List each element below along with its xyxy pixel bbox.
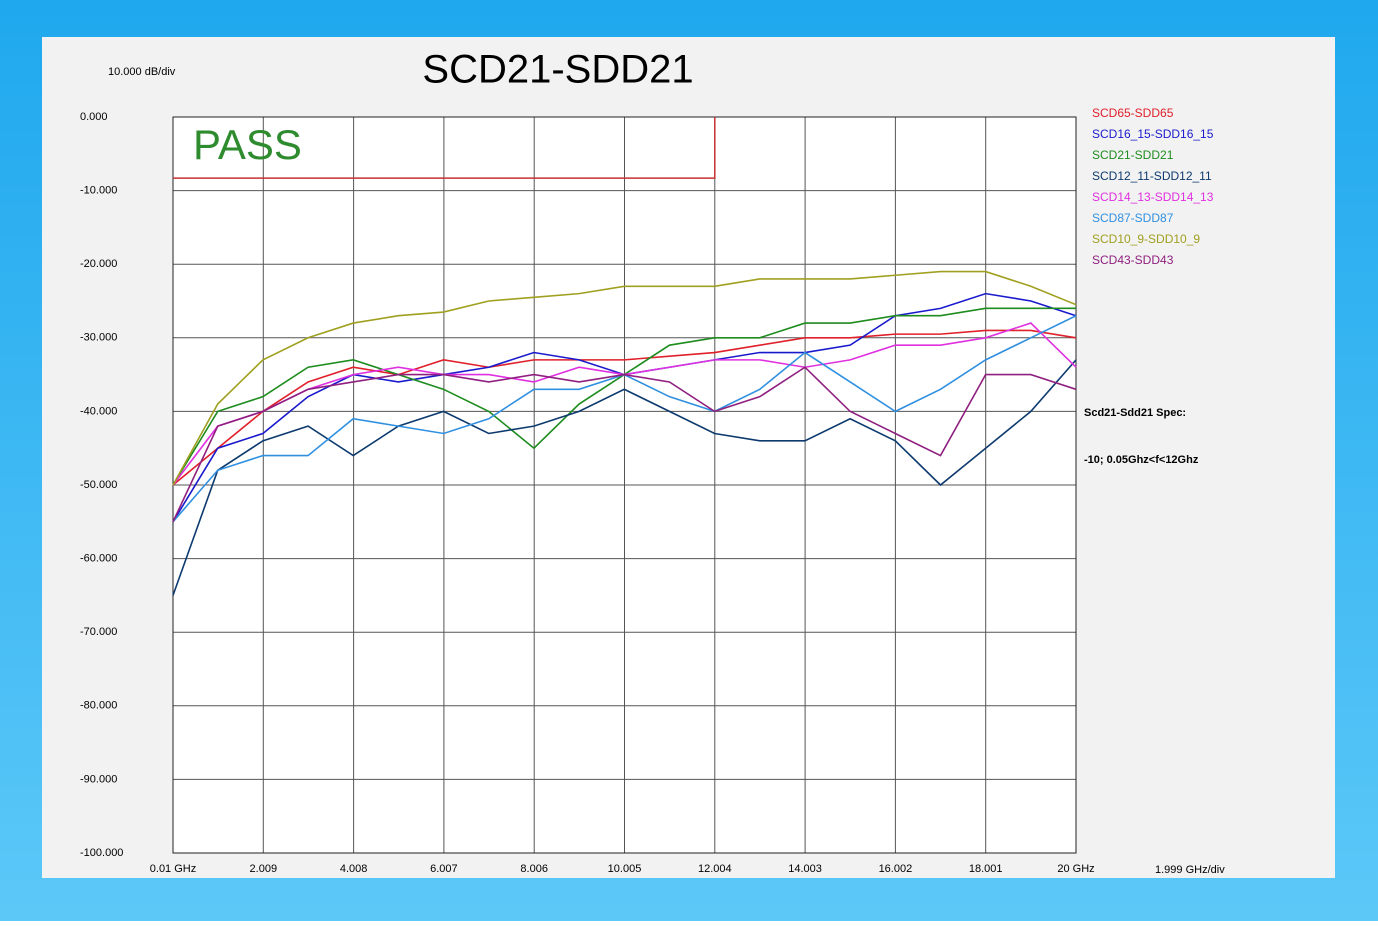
x-tick-label: 20 GHz — [1057, 863, 1094, 875]
y-tick-label: -50.000 — [80, 479, 117, 491]
x-tick-label: 14.003 — [788, 863, 822, 875]
x-tick-label: 2.009 — [250, 863, 278, 875]
annotation: Scd21-Sdd21 Spec: — [1084, 407, 1186, 419]
x-tick-label: 8.006 — [520, 863, 548, 875]
series-line — [172, 270, 1077, 486]
y-tick-label: -20.000 — [80, 258, 117, 270]
legend-label: SCD21-SDD21 — [1092, 148, 1174, 162]
y-tick-label: 0.000 — [80, 111, 108, 123]
annotation: -10; 0.05Ghz<f<12Ghz — [1084, 454, 1199, 466]
legend-label: SCD14_13-SDD14_13 — [1092, 190, 1214, 204]
x-tick-label: 0.01 GHz — [150, 863, 196, 875]
legend-label: SCD87-SDD87 — [1092, 211, 1174, 225]
series-line — [172, 329, 1077, 486]
series-line — [172, 366, 1077, 523]
legend-label: SCD10_9-SDD10_9 — [1092, 232, 1200, 246]
legend-label: SCD43-SDD43 — [1092, 253, 1174, 267]
x-scale-label: 1.999 GHz/div — [1155, 864, 1225, 876]
y-tick-label: -90.000 — [80, 773, 117, 785]
y-scale-label: 10.000 dB/div — [108, 66, 176, 78]
spec-limit — [173, 117, 716, 179]
legend-label: SCD12_11-SDD12_11 — [1092, 169, 1212, 183]
y-tick-label: -30.000 — [80, 332, 117, 344]
x-tick-label: 12.004 — [698, 863, 732, 875]
y-tick-label: -80.000 — [80, 700, 117, 712]
y-tick-label: -40.000 — [80, 405, 117, 417]
series-line — [172, 359, 1077, 596]
x-tick-label: 6.007 — [430, 863, 458, 875]
y-tick-label: -100.000 — [80, 847, 123, 859]
legend-label: SCD16_15-SDD16_15 — [1092, 127, 1214, 141]
x-tick-label: 4.008 — [340, 863, 368, 875]
x-tick-label: 16.002 — [879, 863, 913, 875]
pass-label: PASS — [193, 121, 302, 168]
y-tick-label: -10.000 — [80, 185, 117, 197]
y-tick-label: -60.000 — [80, 553, 117, 565]
y-tick-label: -70.000 — [80, 626, 117, 638]
legend-label: SCD65-SDD65 — [1092, 106, 1174, 120]
chart-title: SCD21-SDD21 — [422, 48, 693, 92]
x-tick-label: 18.001 — [969, 863, 1003, 875]
x-tick-label: 10.005 — [608, 863, 642, 875]
